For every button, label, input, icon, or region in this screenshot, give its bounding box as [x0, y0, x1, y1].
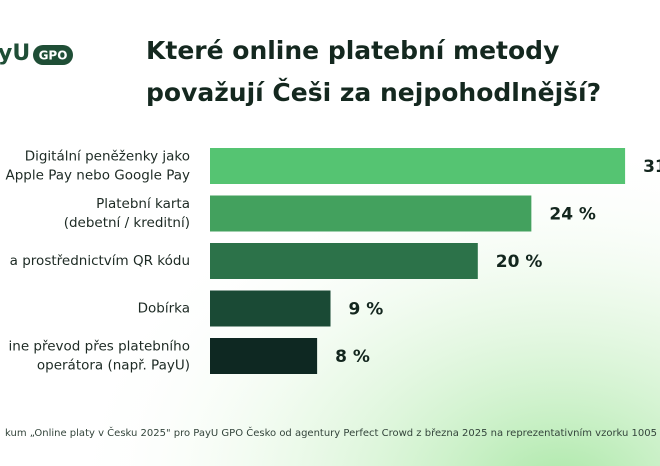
- category-label: Dobírka: [138, 301, 190, 317]
- chart-title: Které online platební metody: [146, 36, 559, 65]
- category-label: a prostřednictvím QR kódu: [10, 253, 190, 269]
- category-label: Apple Pay nebo Google Pay: [6, 168, 191, 184]
- chart-title: považují Češi za nejpohodlnější?: [146, 77, 601, 107]
- logo-badge-text: GPO: [39, 49, 68, 63]
- bar: [210, 148, 626, 184]
- value-label: 8 %: [335, 347, 370, 367]
- category-label: Digitální peněženky jako: [25, 149, 190, 165]
- logo-badge: [33, 45, 73, 65]
- bar: [210, 290, 331, 327]
- category-label: operátora (např. PayU): [37, 358, 190, 374]
- category-label: ine převod přes platebního: [9, 339, 190, 355]
- value-label: 24 %: [549, 205, 596, 225]
- logo: yU GPO: [0, 41, 73, 66]
- bar: [210, 243, 478, 279]
- logo-mark: yU: [0, 41, 30, 66]
- value-label: 9 %: [349, 300, 384, 320]
- category-label: Platební karta: [96, 196, 190, 212]
- bar: [210, 195, 532, 232]
- category-label: (debetní / kreditní): [64, 215, 190, 231]
- source-note: kum „Online platy v Česku 2025" pro PayU…: [5, 426, 660, 439]
- value-label: 20 %: [496, 252, 543, 272]
- value-label: 31: [643, 157, 660, 177]
- bar: [210, 338, 318, 374]
